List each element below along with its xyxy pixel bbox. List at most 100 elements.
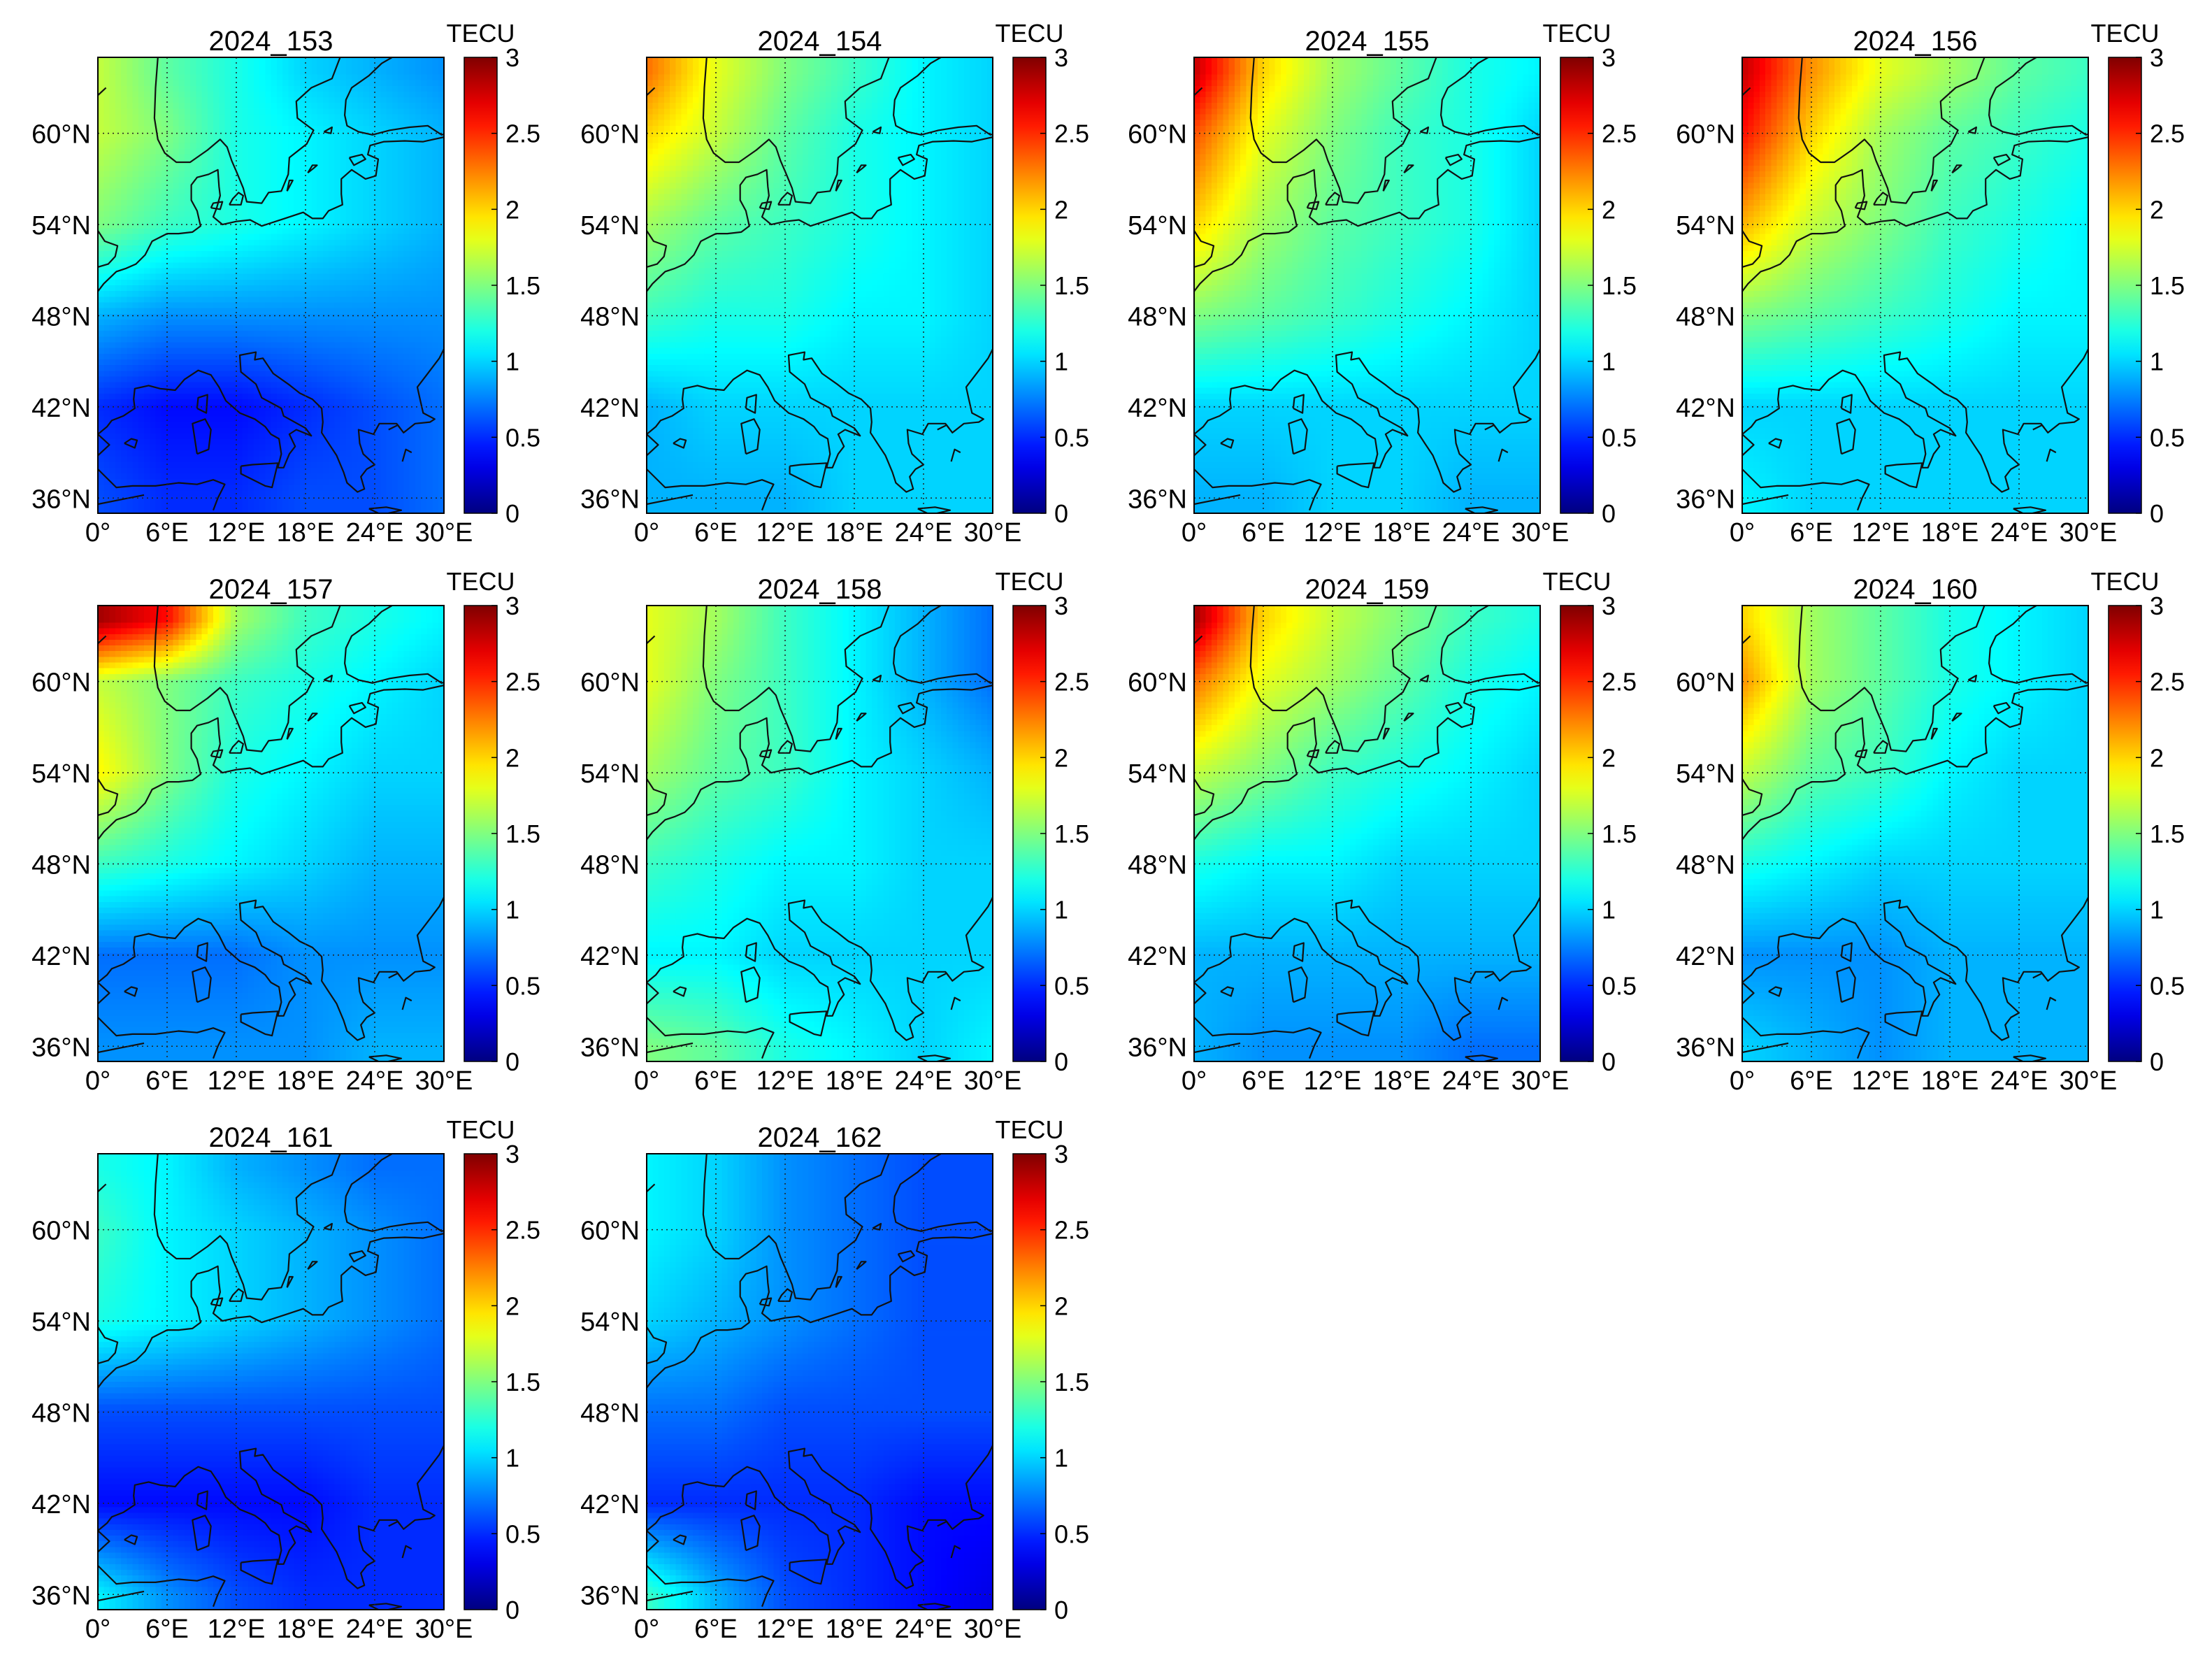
heatmap-cell: [311, 217, 318, 223]
heatmap-cell: [438, 57, 445, 64]
heatmap-cell: [432, 245, 439, 252]
heatmap-cell: [421, 262, 427, 269]
heatmap-cell: [184, 387, 191, 394]
heatmap-cell: [322, 285, 329, 292]
heatmap-cell: [167, 371, 173, 377]
heatmap-cell: [196, 325, 203, 331]
heatmap-cell: [375, 336, 381, 343]
heatmap-cell: [421, 507, 427, 514]
heatmap-cell: [236, 416, 243, 423]
heatmap-cell: [386, 262, 393, 269]
heatmap-cell: [213, 410, 220, 417]
heatmap-cell: [368, 462, 375, 468]
heatmap-cell: [213, 85, 220, 92]
heatmap-cell: [247, 313, 254, 320]
heatmap-cell: [115, 507, 122, 514]
heatmap-cell: [207, 467, 214, 474]
heatmap-cell: [161, 387, 168, 394]
heatmap-cell: [357, 399, 364, 406]
heatmap-cell: [357, 120, 364, 127]
heatmap-cell: [334, 296, 341, 303]
heatmap-cell: [109, 199, 116, 206]
heatmap-cell: [155, 85, 162, 92]
heatmap-cell: [282, 399, 289, 406]
heatmap-cell: [392, 399, 398, 406]
heatmap-cell: [144, 234, 150, 241]
heatmap-cell: [150, 371, 157, 377]
heatmap-cell: [398, 302, 404, 309]
heatmap-cell: [392, 273, 398, 280]
heatmap-cell: [109, 348, 116, 355]
heatmap-cell: [432, 183, 439, 189]
heatmap-cell: [276, 462, 283, 468]
heatmap-cell: [317, 308, 324, 315]
heatmap-cell: [144, 80, 150, 87]
heatmap-cell: [317, 422, 324, 429]
heatmap-cell: [306, 479, 312, 485]
heatmap-cell: [306, 501, 312, 508]
heatmap-cell: [132, 496, 139, 503]
heatmap-cell: [144, 57, 150, 64]
heatmap-cell: [352, 445, 358, 451]
heatmap-cell: [247, 268, 254, 275]
heatmap-cell: [363, 57, 370, 64]
heatmap-cell: [242, 108, 249, 115]
heatmap-cell: [352, 331, 358, 337]
heatmap-cell: [375, 211, 381, 217]
heatmap-cell: [375, 285, 381, 292]
heatmap-cell: [329, 154, 335, 161]
heatmap-cell: [426, 245, 433, 252]
heatmap-cell: [276, 159, 283, 166]
heatmap-cell: [432, 177, 439, 183]
heatmap-cell: [242, 433, 249, 440]
heatmap-cell: [288, 365, 295, 371]
heatmap-cell: [368, 331, 375, 337]
heatmap-cell: [386, 462, 393, 468]
heatmap-cell: [103, 302, 110, 309]
heatmap-cell: [219, 262, 226, 269]
heatmap-cell: [352, 165, 358, 172]
heatmap-cell: [386, 439, 393, 445]
heatmap-cell: [242, 251, 249, 257]
heatmap-cell: [288, 69, 295, 76]
heatmap-cell: [184, 257, 191, 263]
heatmap-cell: [230, 445, 237, 451]
heatmap-cell: [150, 108, 157, 115]
heatmap-cell: [98, 268, 104, 275]
heatmap-cell: [438, 97, 445, 103]
heatmap-cell: [155, 371, 162, 377]
heatmap-cell: [432, 296, 439, 303]
heatmap-cell: [190, 177, 196, 183]
heatmap-cell: [103, 97, 110, 103]
heatmap-cell: [380, 433, 387, 440]
heatmap-cell: [213, 239, 220, 246]
heatmap-cell: [219, 450, 226, 457]
heatmap-cell: [253, 239, 260, 246]
heatmap-cell: [242, 239, 249, 246]
heatmap-cell: [144, 194, 150, 201]
heatmap-cell: [242, 479, 249, 485]
heatmap-cell: [178, 63, 185, 69]
heatmap-cell: [103, 365, 110, 371]
heatmap-cell: [121, 80, 127, 87]
heatmap-cell: [299, 85, 306, 92]
heatmap-cell: [329, 387, 335, 394]
heatmap-cell: [392, 450, 398, 457]
heatmap-cell: [299, 365, 306, 371]
heatmap-cell: [155, 228, 162, 235]
heatmap-cell: [345, 445, 352, 451]
heatmap-cell: [403, 313, 410, 320]
heatmap-cell: [426, 91, 433, 98]
heatmap-cell: [426, 331, 433, 337]
heatmap-cell: [276, 422, 283, 429]
heatmap-cell: [98, 393, 104, 400]
heatmap-cell: [363, 245, 370, 252]
heatmap-cell: [352, 371, 358, 377]
heatmap-cell: [132, 279, 139, 286]
heatmap-cell: [247, 85, 254, 92]
heatmap-cell: [403, 382, 410, 389]
heatmap-cell: [282, 376, 289, 383]
heatmap-cell: [271, 91, 278, 98]
heatmap-cell: [115, 273, 122, 280]
heatmap-cell: [224, 331, 231, 337]
